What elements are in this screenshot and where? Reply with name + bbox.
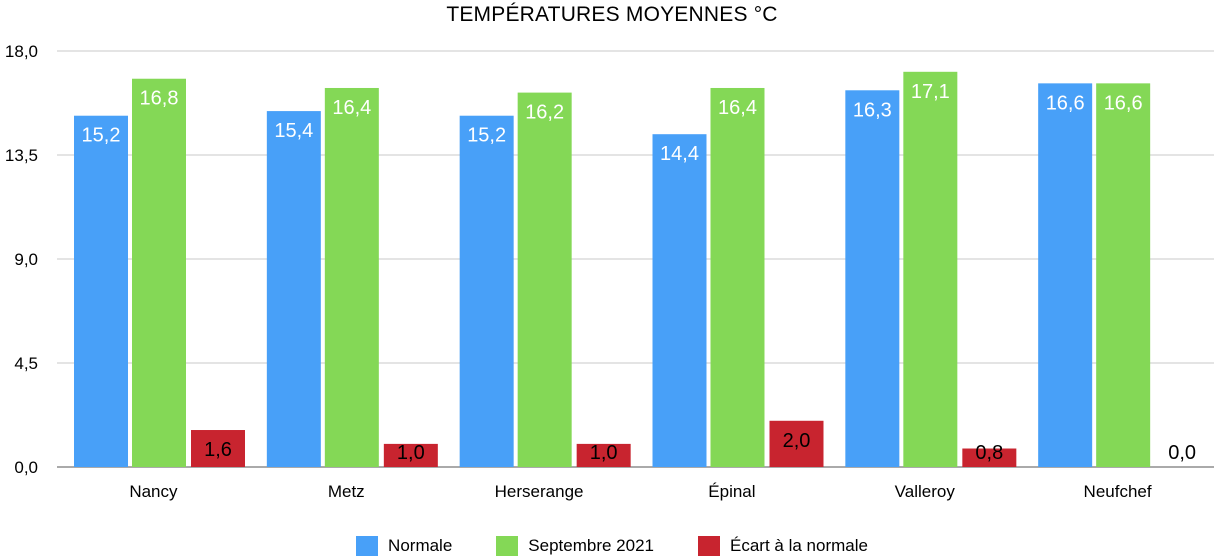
y-tick-label: 18,0 — [5, 42, 38, 61]
bar — [191, 430, 245, 467]
legend-label: Normale — [388, 536, 453, 555]
data-label: 1,6 — [204, 439, 232, 461]
legend-item: Septembre 2021 — [496, 536, 654, 556]
data-label: 14,4 — [660, 143, 699, 165]
bar — [769, 420, 824, 467]
y-tick-label: 0,0 — [14, 458, 38, 477]
x-tick-label: Metz — [328, 482, 365, 501]
x-tick-label: Neufchef — [1084, 482, 1152, 501]
bar — [74, 115, 128, 467]
data-label: 16,4 — [332, 97, 371, 119]
legend-item: Écart à la normale — [698, 536, 868, 556]
legend-swatch — [356, 536, 379, 556]
x-tick-label: Épinal — [708, 482, 755, 501]
data-label: 0,0 — [1168, 442, 1196, 464]
legend-label: Écart à la normale — [730, 536, 868, 555]
legend-swatch — [496, 536, 519, 556]
y-tick-label: 9,0 — [14, 250, 38, 269]
data-label: 2,0 — [783, 430, 811, 452]
bar — [845, 90, 900, 468]
legend-item: Normale — [356, 536, 452, 556]
data-label: 15,2 — [467, 125, 506, 147]
data-label: 0,8 — [975, 442, 1003, 464]
bar — [710, 87, 765, 467]
data-label: 16,4 — [718, 97, 757, 119]
data-label: 16,6 — [1104, 92, 1143, 114]
x-tick-label: Nancy — [129, 482, 178, 501]
chart-title: TEMPÉRATURES MOYENNES °C — [446, 3, 778, 26]
bar — [266, 111, 321, 467]
data-label: 1,0 — [397, 442, 425, 464]
data-label: 16,3 — [853, 99, 892, 121]
bar — [1038, 83, 1093, 467]
x-tick-label: Valleroy — [895, 482, 956, 501]
x-tick-label: Herserange — [495, 482, 584, 501]
bar — [459, 115, 514, 467]
bar — [903, 71, 958, 468]
bar — [324, 87, 379, 467]
data-label: 15,4 — [274, 120, 313, 142]
bar — [652, 134, 707, 467]
bar — [962, 448, 1017, 467]
legend-swatch — [698, 536, 720, 556]
data-label: 15,2 — [82, 125, 121, 147]
bar — [132, 78, 186, 467]
y-tick-label: 4,5 — [14, 354, 38, 373]
bar — [1096, 83, 1151, 467]
legend: Normale Septembre 2021 Écart à la normale — [0, 534, 1224, 558]
y-tick-label: 13,5 — [5, 146, 38, 165]
data-label: 1,0 — [590, 442, 618, 464]
bar — [517, 92, 572, 467]
data-label: 16,2 — [525, 102, 564, 124]
bar — [383, 443, 438, 467]
data-label: 17,1 — [911, 81, 950, 103]
data-label: 16,8 — [140, 88, 179, 110]
legend-label: Septembre 2021 — [528, 536, 654, 555]
data-label: 16,6 — [1046, 92, 1085, 114]
bar — [576, 443, 631, 467]
